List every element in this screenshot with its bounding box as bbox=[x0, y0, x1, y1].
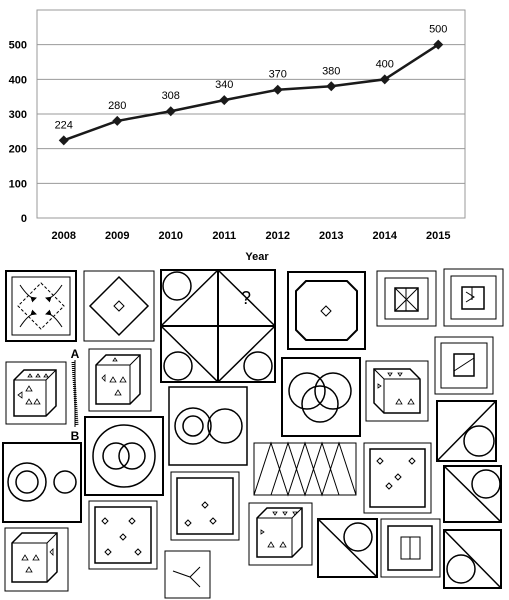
series-line bbox=[58, 39, 444, 146]
data-label-2009: 280 bbox=[108, 100, 126, 112]
figure-arrows-square bbox=[5, 270, 77, 342]
y-tick-label: 400 bbox=[9, 74, 27, 86]
data-labels: 224 280 308 340 370 380 400 500 bbox=[55, 24, 448, 132]
grid-lines bbox=[36, 9, 466, 219]
question-mark: ? bbox=[241, 288, 251, 308]
figure-question-grid bbox=[160, 269, 276, 383]
figure-cube-b bbox=[88, 348, 152, 412]
data-point-2012 bbox=[272, 84, 283, 95]
data-point-2009 bbox=[112, 115, 123, 126]
y-tick-label: 200 bbox=[9, 144, 27, 156]
figure-cube-a bbox=[5, 361, 67, 425]
data-label-2012: 370 bbox=[269, 69, 287, 81]
figure-circle-venn bbox=[84, 416, 164, 496]
y-tick-label: 500 bbox=[9, 40, 27, 52]
x-axis-title: Year bbox=[245, 251, 269, 263]
ruler-label-a: A bbox=[71, 347, 80, 361]
data-label-2010: 308 bbox=[162, 90, 180, 102]
figure-diamonds-a bbox=[363, 442, 432, 514]
data-point-2014 bbox=[379, 74, 390, 85]
series-polyline bbox=[63, 43, 439, 142]
x-tick-label: 2008 bbox=[52, 230, 76, 242]
figure-nested-square-arrow bbox=[443, 268, 504, 327]
figure-octagon bbox=[287, 271, 366, 350]
figure-nested-diamond bbox=[83, 270, 155, 342]
x-tick-label: 2014 bbox=[373, 230, 398, 242]
x-axis-ticks: 2008 2009 2010 2011 2012 2013 2014 2015 bbox=[52, 230, 451, 242]
figure-diagonal-circle-d bbox=[443, 529, 502, 589]
figure-cube-d bbox=[4, 527, 69, 592]
figure-diagonal-circle-c bbox=[317, 518, 378, 578]
figure-diagonal-circle-a bbox=[436, 400, 497, 462]
x-tick-label: 2010 bbox=[159, 230, 183, 242]
data-point-2011 bbox=[219, 95, 230, 106]
ruler-a-b bbox=[71, 360, 79, 427]
figure-nested-square-bars bbox=[380, 518, 441, 578]
data-label-2014: 400 bbox=[376, 58, 394, 70]
y-axis-ticks: 0 100 200 300 400 500 bbox=[9, 40, 27, 225]
figure-diagonal-circle-b bbox=[443, 465, 502, 523]
data-point-2013 bbox=[326, 81, 337, 92]
data-point-2015 bbox=[433, 39, 444, 50]
figure-three-circles bbox=[281, 357, 361, 437]
figure-zigzag bbox=[253, 441, 357, 497]
y-tick-label: 100 bbox=[9, 178, 27, 190]
x-tick-label: 2012 bbox=[266, 230, 290, 242]
y-tick-label: 300 bbox=[9, 109, 27, 121]
figure-circle-pair bbox=[168, 386, 248, 466]
x-tick-label: 2015 bbox=[426, 230, 450, 242]
data-point-2010 bbox=[165, 106, 176, 117]
figure-nested-square-slash bbox=[434, 336, 494, 395]
line-chart: 0 100 200 300 400 500 2008 2009 2010 2011 2012 201… bbox=[9, 9, 466, 263]
data-point-2008 bbox=[58, 135, 69, 146]
figure-cube-e bbox=[248, 502, 313, 566]
data-label-2008: 224 bbox=[55, 119, 73, 131]
figure-nested-square-cross bbox=[376, 270, 437, 327]
y-tick-label: 0 bbox=[21, 213, 27, 225]
data-label-2015: 500 bbox=[429, 24, 447, 36]
x-tick-label: 2011 bbox=[212, 230, 236, 242]
x-tick-label: 2013 bbox=[319, 230, 343, 242]
figure-forked-lines bbox=[164, 550, 211, 599]
data-label-2011: 340 bbox=[215, 79, 233, 91]
figure-circle-concentric bbox=[2, 442, 82, 523]
figure-diamonds-c bbox=[88, 500, 158, 570]
x-tick-label: 2009 bbox=[105, 230, 129, 242]
data-label-2013: 380 bbox=[322, 65, 340, 77]
ruler-label-b: B bbox=[71, 429, 80, 443]
figure-cube-c bbox=[365, 360, 429, 422]
figure-diamonds-b bbox=[170, 471, 240, 541]
